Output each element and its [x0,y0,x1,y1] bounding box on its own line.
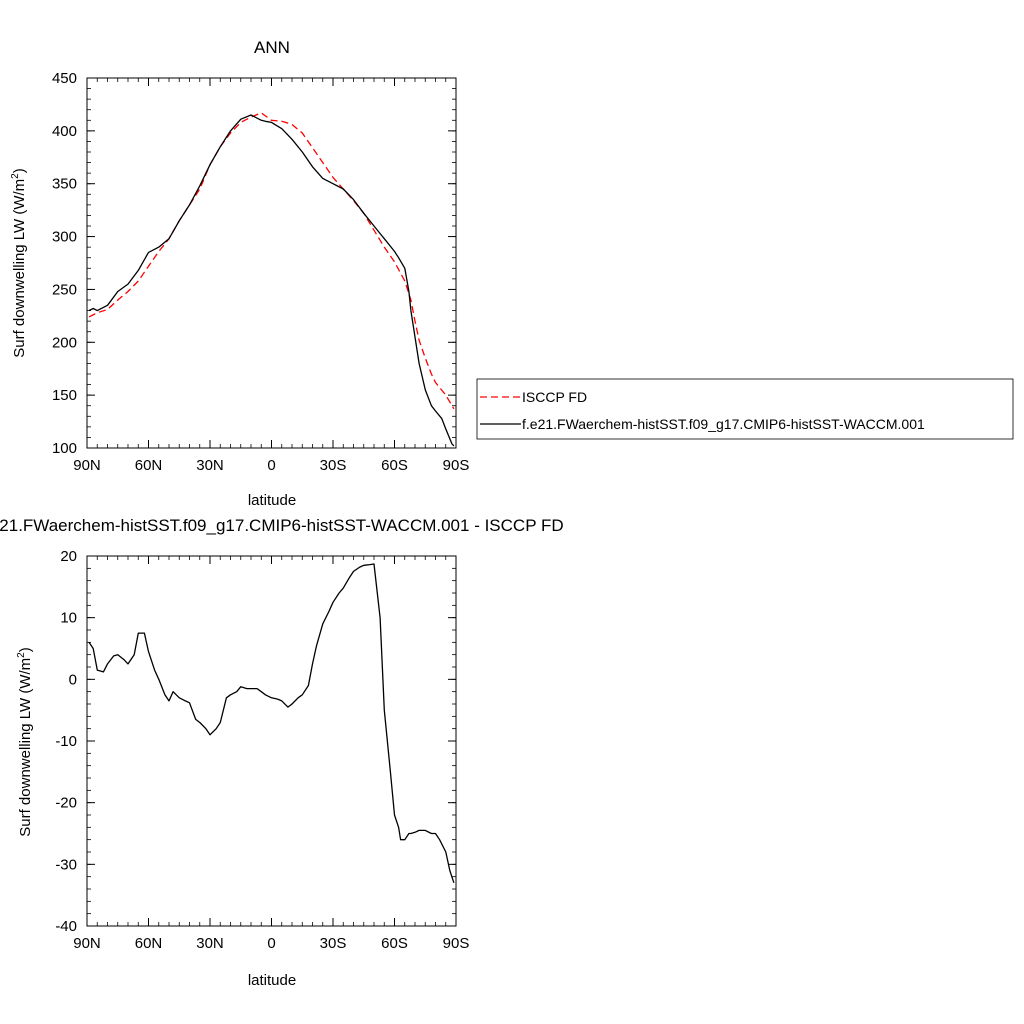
y-axis-label: Surf downwelling LW (W/m2) [16,647,34,837]
legend-label-isccp: ISCCP FD [522,389,587,405]
y-axis-label-text: Surf downwelling LW (W/m [17,658,34,837]
x-tick-label: 30S [320,457,347,474]
y-tick-label: -10 [55,733,77,750]
y-tick-label: 400 [52,123,77,140]
x-axis-label: latitude [248,492,296,509]
chart-title: f.e21.FWaerchem-histSST.f09_g17.CMIP6-hi… [0,516,564,535]
x-tick-label: 30N [196,457,224,474]
x-tick-label: 0 [267,457,275,474]
x-tick-label: 60S [381,457,408,474]
legend: ISCCP FD f.e21.FWaerchem-histSST.f09_g17… [476,378,1014,440]
y-tick-label: 250 [52,281,77,298]
y-tick-label: -20 [55,795,77,812]
x-tick-label: 90S [443,457,470,474]
y-axis-label-close: ) [17,647,34,652]
series-line-model [88,563,455,884]
y-tick-label: 10 [60,610,77,627]
legend-label-model: f.e21.FWaerchem-histSST.f09_g17.CMIP6-hi… [522,416,925,432]
series-line-model [88,114,455,447]
y-axis-label: Surf downwelling LW (W/m2) [10,168,28,358]
y-tick-label: 20 [60,548,77,565]
plot-frame [86,77,457,449]
chart-title: ANN [254,38,290,57]
x-tick-label: 30S [320,935,347,952]
y-tick-label: 100 [52,440,77,457]
y-axis-label-superscript: 2 [10,173,21,179]
y-tick-label: -30 [55,856,77,873]
x-tick-label: 60N [135,935,163,952]
x-tick-label: 60N [135,457,163,474]
y-axis-label-close: ) [11,168,28,173]
series-line-isccp-fd [88,112,455,410]
x-tick-label: 0 [267,935,275,952]
y-axis-label-text: Surf downwelling LW (W/m [11,179,28,358]
x-tick-label: 60S [381,935,408,952]
axes: 90N 60N 30N 0 30S 60S 90S -40 -30 -20 -10 0 10 20 [55,548,469,952]
x-axis-label: latitude [248,972,296,989]
y-tick-label: 0 [69,671,77,688]
axes: 90N 60N 30N 0 30S 60S 90S 100 150 200 250 300 350 400… [52,70,469,474]
series-group [88,563,455,884]
y-tick-label: 300 [52,229,77,246]
y-axis-label-superscript: 2 [16,652,27,658]
chart-difference: f.e21.FWaerchem-histSST.f09_g17.CMIP6-hi… [0,516,564,989]
legend-box [476,378,1014,440]
series-group [88,112,455,447]
x-tick-label: 30N [196,935,224,952]
y-tick-label: -40 [55,918,77,935]
plot-frame [86,555,457,927]
y-tick-label: 350 [52,176,77,193]
x-tick-label: 90N [73,935,101,952]
y-tick-label: 200 [52,334,77,351]
chart-annual-mean: ANN 90N 60N 30N 0 30S 60S 90S 100 150 200 250 300 35… [10,38,469,509]
y-tick-label: 150 [52,387,77,404]
y-tick-label: 450 [52,70,77,87]
x-tick-label: 90N [73,457,101,474]
x-tick-label: 90S [443,935,470,952]
